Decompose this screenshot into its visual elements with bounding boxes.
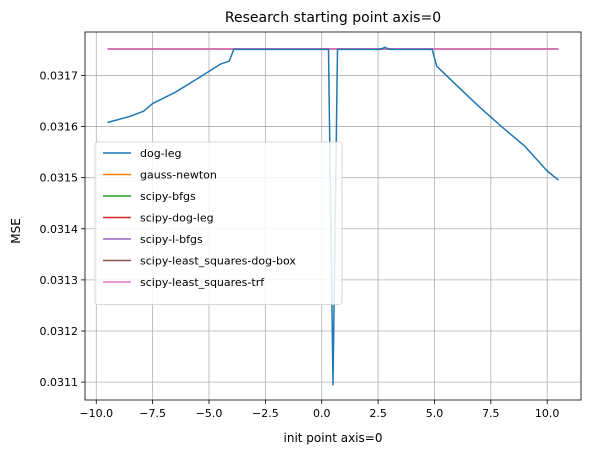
legend-label: scipy-bfgs [140, 190, 196, 203]
x-tick-label: 2.5 [369, 407, 387, 420]
y-tick-label: 0.0312 [40, 325, 79, 338]
plot-lines [107, 46, 559, 386]
y-axis: 0.0311 0.0312 0.0313 0.0314 0.0315 0.0316 0.03… [40, 69, 85, 389]
x-axis-label: init point axis=0 [284, 431, 383, 445]
y-tick-label: 0.0311 [40, 376, 79, 389]
y-tick-label: 0.0315 [40, 172, 79, 185]
legend-label: scipy-least_squares-dog-box [140, 255, 296, 268]
x-tick-label: −7.5 [139, 407, 166, 420]
series-line-dog-leg [107, 46, 559, 386]
chart-title: Research starting point axis=0 [225, 10, 441, 26]
legend-label: gauss-newton [140, 169, 217, 182]
y-tick-label: 0.0317 [40, 69, 79, 82]
x-tick-label: 0.0 [313, 407, 331, 420]
y-axis-label: MSE [9, 218, 23, 244]
x-tick-label: −5.0 [196, 407, 223, 420]
x-tick-label: 10.0 [535, 407, 560, 420]
plot-frame [84, 31, 582, 401]
legend: dog-leg gauss-newton scipy-bfgs scipy-dog-l… [94, 141, 343, 305]
y-tick-label: 0.0316 [40, 121, 79, 134]
x-tick-label: 7.5 [482, 407, 500, 420]
x-tick-label: −2.5 [252, 407, 279, 420]
legend-label: dog-leg [140, 147, 181, 160]
legend-label: scipy-least_squares-trf [140, 276, 265, 289]
y-tick-label: 0.0314 [40, 223, 79, 236]
x-axis: −10.0 −7.5 −5.0 −2.5 0.0 2.5 5.0 7.5 10.0 [79, 400, 559, 420]
x-tick-label: −10.0 [79, 407, 113, 420]
y-tick-label: 0.0313 [40, 274, 79, 287]
legend-label: scipy-l-bfgs [140, 233, 203, 246]
x-tick-label: 5.0 [426, 407, 444, 420]
legend-label: scipy-dog-leg [140, 212, 214, 225]
legend-box [94, 141, 343, 305]
